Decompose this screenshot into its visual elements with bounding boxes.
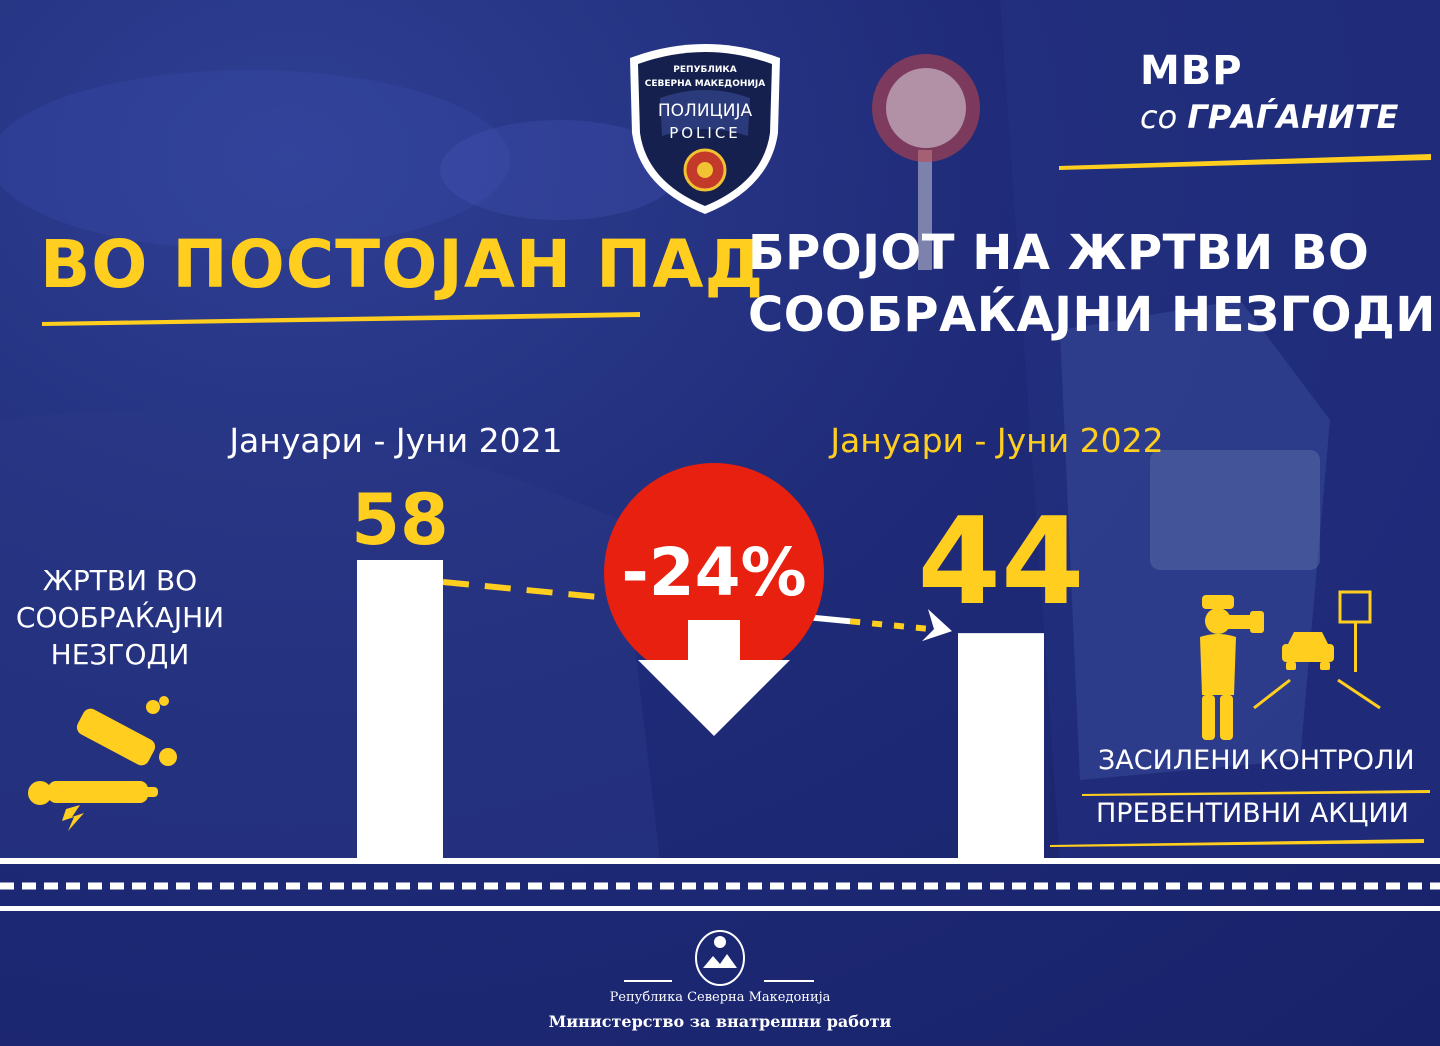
headline-left: ВО ПОСТОЈАН ПАД <box>40 226 765 303</box>
badge-line2: СЕВЕРНА МАКЕДОНИЈА <box>645 79 765 89</box>
brand-title: МВР <box>1140 48 1243 94</box>
road-stripe <box>0 858 1440 911</box>
headline-left-underline <box>42 312 640 326</box>
bar-2022 <box>958 633 1044 863</box>
crash-victim-icon <box>28 696 177 831</box>
trend-arrowhead <box>922 609 952 642</box>
headline-right-line2: СООБРАЌАЈНИ НЕЗГОДИ <box>748 287 1436 343</box>
car-icon <box>1282 632 1334 670</box>
action-underline <box>1050 839 1424 847</box>
badge-line3: ПОЛИЦИЈА <box>658 101 753 121</box>
footer-ministry: Министерство за внатрешни работи <box>548 1012 892 1031</box>
value-label-2021: 58 <box>351 479 448 561</box>
action-item-1: ЗАСИЛЕНИ КОНТРОЛИ <box>1098 745 1415 776</box>
speed-control-officer-icon <box>1200 595 1264 740</box>
bar-2021 <box>357 560 443 863</box>
action-item-2: ПРЕВЕНТИВНИ АКЦИИ <box>1096 798 1409 829</box>
footer-government: Република Северна Македонија <box>609 990 831 1005</box>
police-emblem-icon: РЕПУБЛИКА СЕВЕРНА МАКЕДОНИЈА ПОЛИЦИЈА PO… <box>630 44 780 214</box>
change-badge: -24% <box>604 463 824 736</box>
trend-line-segment-1 <box>442 579 607 601</box>
footer-rule <box>624 980 814 982</box>
road-sign-icon <box>1253 590 1381 710</box>
brand-sub-prefix: со <box>1140 98 1178 136</box>
brand-subtitle: со ГРАЃАНИТЕ <box>1140 98 1398 136</box>
action-divider <box>1082 790 1430 796</box>
category-label-2021: Јануари - Јуни 2021 <box>227 421 562 460</box>
down-arrow-icon <box>638 620 790 736</box>
headline-right: БРОЈОТ НА ЖРТВИ ВО СООБРАЌАЈНИ НЕЗГОДИ <box>748 222 1436 346</box>
brand-sub-main: ГРАЃАНИТЕ <box>1187 98 1399 136</box>
coat-of-arms-icon <box>695 930 745 986</box>
brand-underline <box>1059 154 1431 170</box>
change-label: -24% <box>621 534 806 611</box>
badge-line4: POLICE <box>669 124 741 142</box>
trend-line-segment-3 <box>849 618 938 633</box>
side-label: ЖРТВИ ВО СООБРАЌАЈНИ НЕЗГОДИ <box>15 564 225 671</box>
badge-line1: РЕПУБЛИКА <box>673 65 736 75</box>
headline-right-line1: БРОЈОТ НА ЖРТВИ ВО <box>748 225 1370 281</box>
category-label-2022: Јануари - Јуни 2022 <box>828 421 1163 460</box>
change-circle <box>604 463 824 683</box>
stop-sign-icon <box>872 54 980 270</box>
value-label-2022: 44 <box>918 493 1085 632</box>
